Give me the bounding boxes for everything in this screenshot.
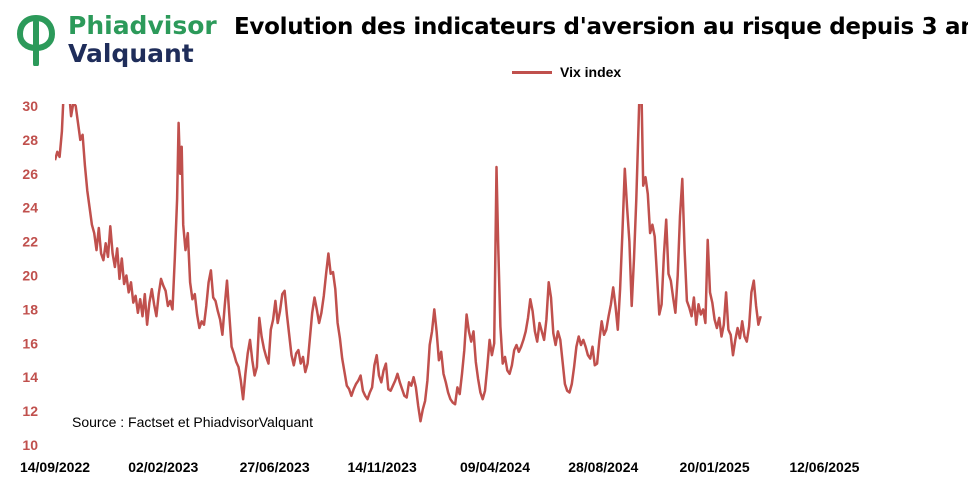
x-tick-label: 14/09/2022 [20,459,90,475]
brand-line-1: Phiadvisor [68,11,217,40]
y-tick-label: 22 [22,234,38,250]
x-tick-label: 12/06/2025 [789,459,859,475]
y-tick-label: 14 [22,369,38,385]
y-tick-label: 20 [22,268,38,284]
brand-line-2: Valquant [68,39,194,68]
x-tick-label: 14/11/2023 [347,459,417,475]
y-tick-label: 10 [22,437,38,453]
x-tick-label: 20/01/2025 [680,459,750,475]
y-tick-label: 26 [22,166,38,182]
source-note: Source : Factset et PhiadvisorValquant [72,414,313,430]
x-tick-label: 09/04/2024 [460,459,530,475]
y-tick-label: 18 [22,301,38,317]
y-tick-label: 16 [22,335,38,351]
y-tick-label: 24 [22,200,38,216]
brand-logo: Phiadvisor Valquant [14,10,217,70]
chart-legend: Vix index [512,62,621,82]
x-tick-label: 28/08/2024 [568,459,638,475]
brand-name: Phiadvisor Valquant [68,12,217,68]
vix-series-line [55,104,762,423]
y-tick-label: 30 [22,98,38,114]
x-tick-label: 02/02/2023 [128,459,198,475]
y-tick-label: 28 [22,132,38,148]
legend-label: Vix index [560,64,622,80]
phi-logo-icon [16,14,56,66]
legend-line-swatch [512,70,552,74]
x-tick-label: 27/06/2023 [240,459,310,475]
chart-title: Evolution des indicateurs d'aversion au … [234,14,968,40]
y-tick-label: 12 [22,403,38,419]
